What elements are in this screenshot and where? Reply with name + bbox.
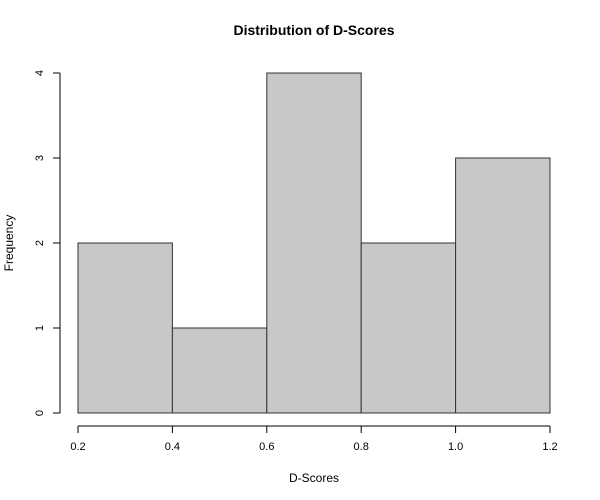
x-tick-label: 0.6: [259, 441, 274, 453]
y-axis: 0 1 2 3 4: [34, 70, 61, 416]
x-tick-label: 0.4: [165, 441, 180, 453]
histogram-bar-2: [266, 72, 362, 414]
chart-title: Distribution of D-Scores: [233, 22, 394, 38]
histogram-bar-3: [360, 242, 457, 414]
x-axis-label: D-Scores: [289, 471, 339, 485]
y-tick-label: 4: [34, 70, 46, 76]
x-tick-label: 1.2: [542, 441, 557, 453]
y-tick-label: 2: [34, 240, 46, 246]
histogram-bar-4: [455, 157, 551, 414]
x-tick-label: 0.2: [70, 441, 85, 453]
x-axis: 0.2 0.4 0.6 0.8 1.0 1.2: [70, 425, 558, 453]
bars-group: [77, 72, 551, 414]
y-axis-label: Frequency: [2, 215, 16, 272]
y-tick-label: 3: [34, 155, 46, 161]
x-tick-label: 1.0: [448, 441, 463, 453]
y-tick-label: 1: [34, 325, 46, 331]
y-tick-label: 0: [34, 410, 46, 416]
x-tick-label: 0.8: [354, 441, 369, 453]
histogram-bar-1: [171, 327, 268, 414]
histogram-bar-0: [77, 242, 173, 414]
